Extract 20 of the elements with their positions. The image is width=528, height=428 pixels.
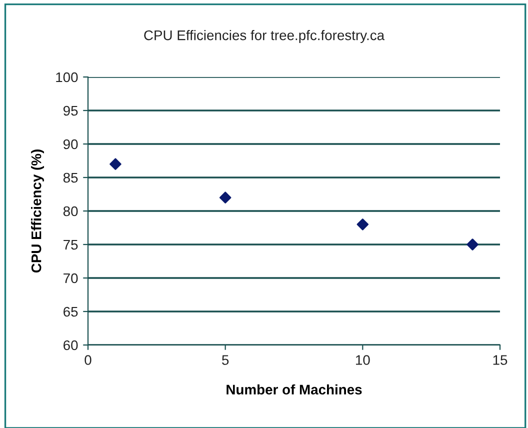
y-tick-label: 65 bbox=[64, 306, 78, 317]
y-tick-label: 85 bbox=[63, 172, 78, 183]
y-tick-label: 100 bbox=[56, 72, 78, 82]
y-tick-label: 60 bbox=[64, 340, 78, 350]
y-tick-label: 80 bbox=[63, 206, 78, 216]
x-axis-title: Number of Machines bbox=[226, 384, 362, 395]
y-tick-label: 75 bbox=[64, 240, 78, 250]
y-tick-label: 70 bbox=[64, 273, 78, 284]
point bbox=[110, 158, 122, 170]
chart-title: CPU Efficiencies for tree.pfc.forestry.ca bbox=[144, 30, 385, 43]
x-tick-label: 10 bbox=[356, 355, 370, 365]
y-tick-label: 95 bbox=[63, 106, 78, 116]
x-tick-label: 5 bbox=[222, 355, 229, 365]
y-tick-label: 90 bbox=[63, 139, 78, 150]
x-tick-label: 15 bbox=[493, 355, 508, 365]
y-axis-title: CPU Efficiency (%) bbox=[31, 150, 44, 273]
point bbox=[466, 238, 478, 250]
point bbox=[219, 192, 232, 204]
x-tick-label: 0 bbox=[84, 355, 92, 365]
point bbox=[356, 218, 369, 230]
